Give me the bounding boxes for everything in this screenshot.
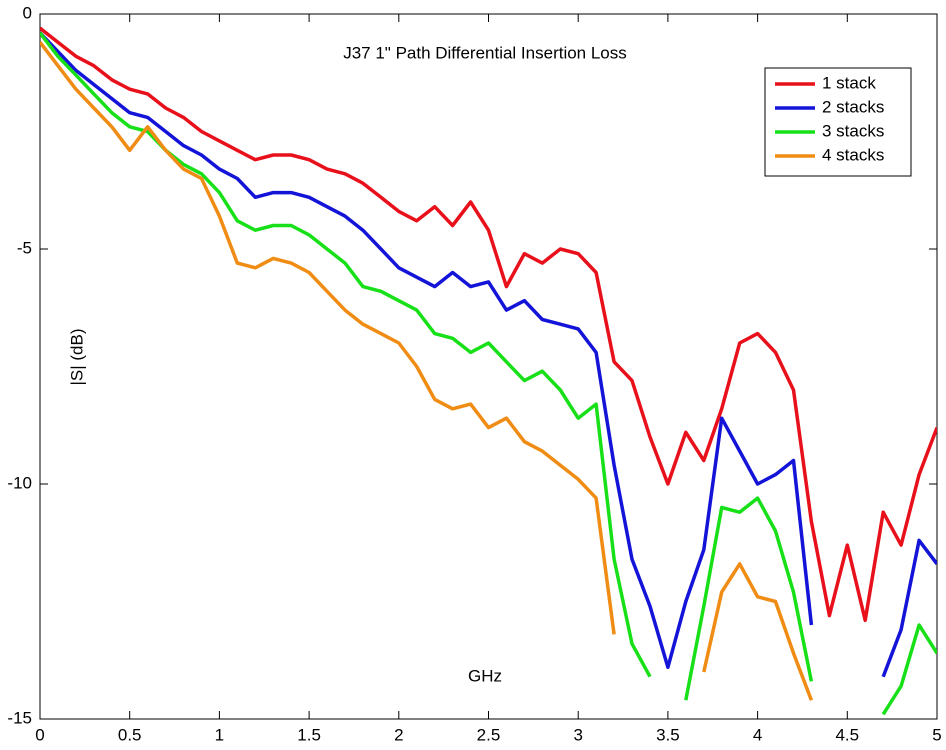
x-tick-label: 3 — [573, 725, 582, 744]
x-tick-label: 0.5 — [118, 725, 142, 744]
legend-label: 1 stack — [822, 73, 876, 92]
y-tick-label: -10 — [7, 473, 32, 492]
legend-label: 4 stacks — [822, 145, 884, 164]
x-tick-label: 1.5 — [297, 725, 321, 744]
y-tick-label: -15 — [7, 708, 32, 727]
x-tick-label: 5 — [932, 725, 941, 744]
legend: 1 stack 2 stacks 3 stacks 4 stacks — [764, 67, 912, 177]
legend-box — [764, 67, 912, 177]
series-line — [40, 26, 937, 623]
plot-area — [40, 26, 937, 716]
x-tick-label: 2 — [394, 725, 403, 744]
x-tick-label: 4.5 — [835, 725, 859, 744]
chart-title: J37 1" Path Differential Insertion Loss — [343, 43, 627, 62]
series-line — [40, 31, 937, 716]
y-tick-label: 0 — [23, 3, 32, 22]
y-axis-label: |S| (dB) — [67, 328, 86, 385]
series-line — [40, 31, 937, 678]
x-tick-label: 4 — [753, 725, 762, 744]
x-tick-label: 2.5 — [477, 725, 501, 744]
series-line — [40, 41, 814, 701]
x-axis-label: GHz — [468, 666, 502, 685]
x-tick-label: 0 — [35, 725, 44, 744]
y-tick-label: -5 — [17, 238, 32, 257]
x-tick-label: 1 — [215, 725, 224, 744]
legend-label: 2 stacks — [822, 97, 884, 116]
legend-label: 3 stacks — [822, 121, 884, 140]
x-tick-label: 3.5 — [656, 725, 680, 744]
